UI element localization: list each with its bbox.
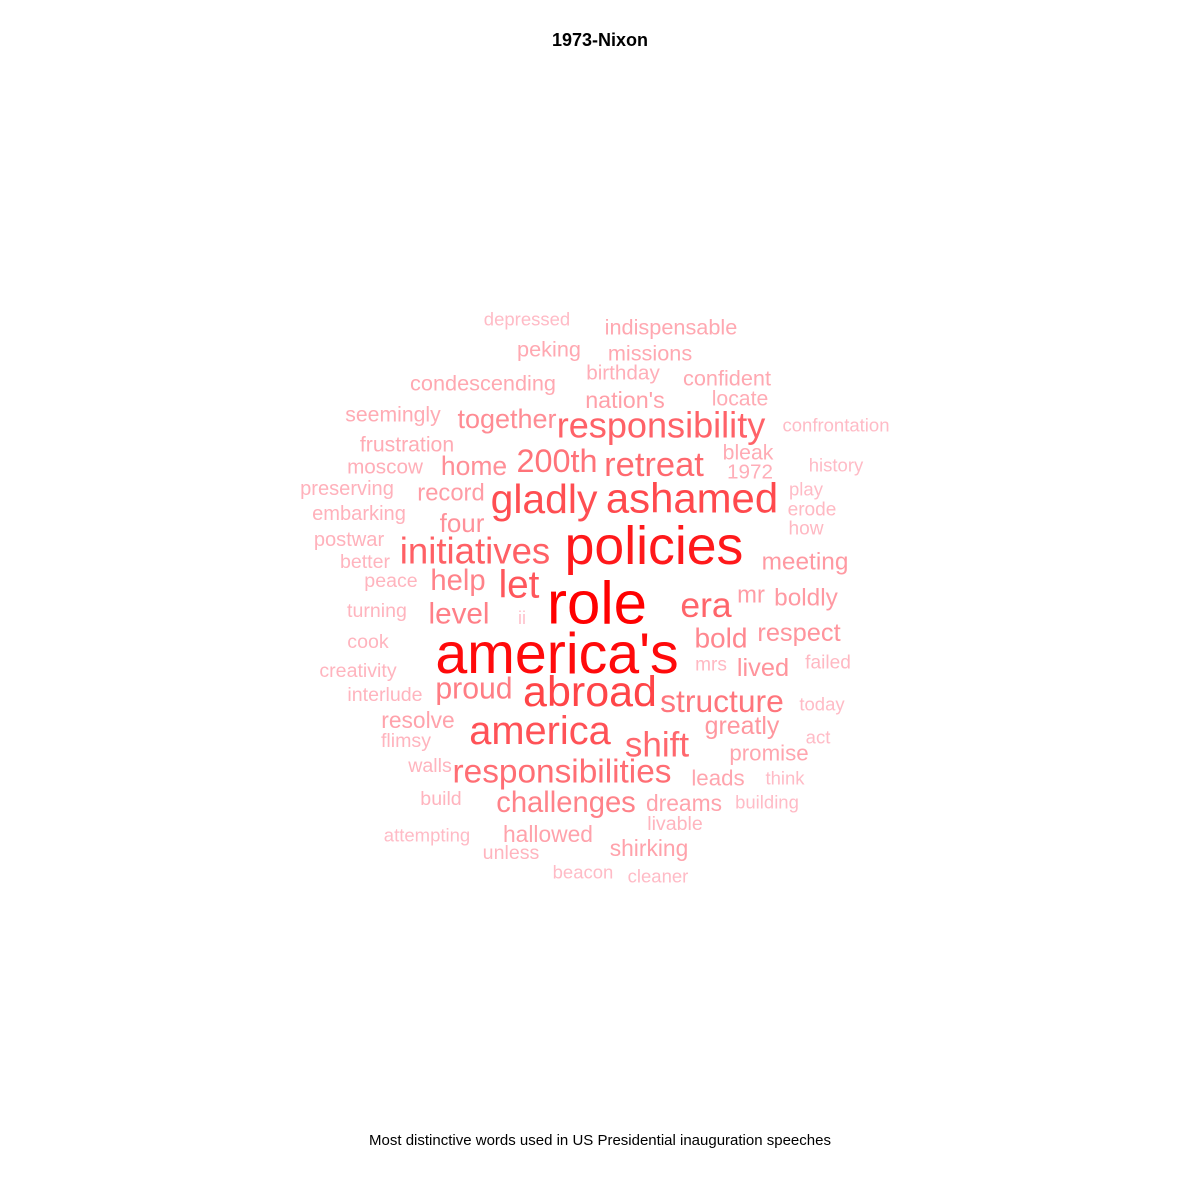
word-building: building — [735, 792, 799, 813]
word-attempting: attempting — [384, 825, 470, 846]
word-how: how — [788, 519, 823, 540]
word-america-s: america's — [435, 622, 678, 686]
word-1972: 1972 — [727, 461, 773, 484]
word-embarking: embarking — [312, 503, 406, 525]
word-nation-s: nation's — [585, 387, 665, 413]
word-today: today — [799, 694, 845, 715]
word-interlude: interlude — [347, 684, 422, 706]
word-home: home — [441, 451, 507, 481]
word-beacon: beacon — [553, 862, 614, 883]
word-depressed: depressed — [484, 309, 570, 330]
word-lived: lived — [737, 654, 789, 682]
word-postwar: postwar — [314, 529, 385, 551]
word-responsibilities: responsibilities — [453, 754, 672, 791]
word-200th: 200th — [516, 443, 597, 479]
word-better: better — [340, 551, 391, 573]
word-cleaner: cleaner — [628, 866, 689, 887]
word-era: era — [680, 585, 732, 625]
word-initiatives: initiatives — [400, 531, 550, 572]
word-level: level — [428, 598, 489, 631]
word-retreat: retreat — [604, 446, 704, 484]
word-build: build — [420, 788, 461, 810]
word-history: history — [809, 455, 864, 476]
word-ii: ii — [518, 608, 526, 628]
word-bleak: bleak — [723, 442, 774, 465]
word-boldly: boldly — [774, 585, 839, 612]
word-failed: failed — [805, 653, 851, 674]
word-policies: policies — [565, 516, 744, 576]
word-dreams: dreams — [646, 790, 722, 816]
word-walls: walls — [407, 755, 452, 777]
word-think: think — [765, 768, 805, 789]
word-bold: bold — [694, 623, 747, 654]
word-creativity: creativity — [319, 660, 397, 682]
word-greatly: greatly — [705, 712, 780, 740]
word-confident: confident — [683, 366, 771, 391]
word-america: america — [469, 709, 611, 753]
word-shift: shift — [625, 726, 689, 765]
word-erode: erode — [788, 500, 837, 521]
word-play: play — [789, 479, 824, 500]
word-record: record — [417, 480, 484, 507]
word-moscow: moscow — [347, 456, 423, 479]
word-ashamed: ashamed — [606, 475, 778, 522]
word-let: let — [499, 564, 540, 607]
word-preserving: preserving — [300, 478, 394, 500]
word-role: role — [547, 570, 647, 637]
word-hallowed: hallowed — [503, 821, 593, 847]
word-act: act — [806, 727, 831, 748]
word-birthday: birthday — [586, 362, 660, 385]
word-seemingly: seemingly — [345, 404, 441, 427]
word-structure: structure — [660, 683, 784, 719]
word-help: help — [430, 565, 485, 597]
word-unless: unless — [483, 842, 540, 864]
word-locate: locate — [712, 388, 769, 411]
word-peace: peace — [364, 570, 417, 592]
word-frustration: frustration — [360, 434, 454, 457]
word-resolve: resolve — [381, 707, 455, 733]
chart-caption: Most distinctive words used in US Presid… — [369, 1132, 831, 1149]
word-promise: promise — [729, 741, 808, 766]
word-turning: turning — [347, 600, 407, 622]
word-four: four — [440, 508, 485, 538]
word-flimsy: flimsy — [381, 730, 431, 752]
word-gladly: gladly — [491, 476, 598, 522]
word-peking: peking — [517, 337, 581, 362]
word-condescending: condescending — [410, 371, 556, 396]
word-mrs: mrs — [695, 655, 727, 676]
word-indispensable: indispensable — [605, 315, 738, 340]
word-respect: respect — [757, 619, 840, 647]
chart-title: 1973-Nixon — [551, 30, 649, 50]
word-abroad: abroad — [523, 668, 657, 716]
word-missions: missions — [608, 341, 693, 366]
word-meeting: meeting — [762, 549, 849, 576]
word-livable: livable — [647, 813, 703, 835]
word-proud: proud — [435, 673, 512, 706]
word-shirking: shirking — [610, 835, 689, 861]
word-confrontation: confrontation — [783, 415, 890, 436]
word-mr: mr — [737, 582, 765, 609]
word-leads: leads — [691, 766, 744, 791]
word-cook: cook — [347, 631, 389, 653]
word-challenges: challenges — [496, 787, 636, 819]
word-responsibility: responsibility — [557, 405, 766, 446]
word-together: together — [457, 404, 556, 434]
